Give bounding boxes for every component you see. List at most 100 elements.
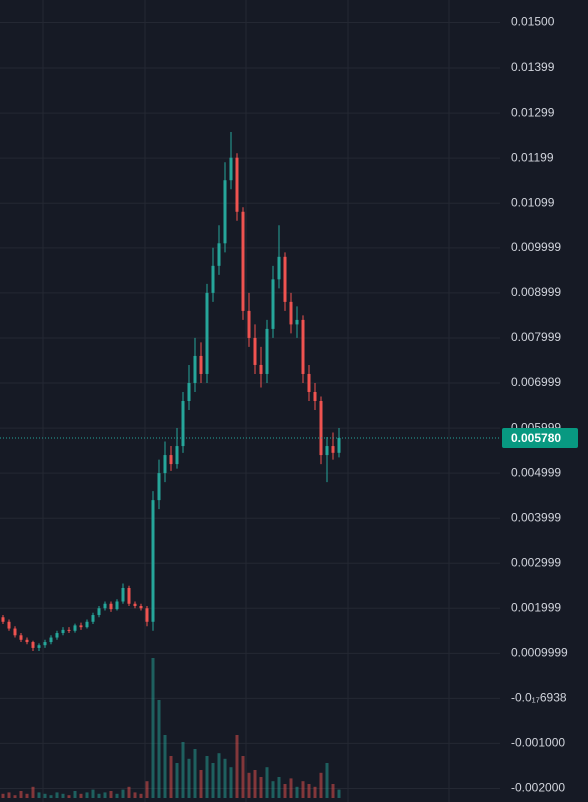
candle-body: [157, 473, 161, 501]
volume-bar: [241, 756, 245, 798]
volume-bar: [7, 792, 11, 798]
volume-bar: [73, 791, 77, 798]
y-tick-label: 0.006999: [511, 375, 561, 389]
volume-bar: [223, 758, 227, 798]
candle-body: [241, 211, 245, 311]
volume-bar: [49, 795, 53, 798]
volume-bar: [265, 767, 269, 798]
candle-body: [313, 391, 317, 401]
candle-body: [91, 615, 95, 622]
candle-body: [31, 642, 35, 648]
candle-body: [331, 446, 335, 453]
candle-body: [229, 157, 233, 181]
candle-body: [217, 243, 221, 266]
candle-body: [163, 455, 167, 474]
volume-bar: [13, 795, 17, 798]
volume-bar: [247, 772, 251, 798]
y-tick-label: 0.003999: [511, 510, 561, 524]
volume-bar: [283, 784, 287, 798]
candle-body: [139, 606, 143, 609]
volume-bar: [169, 756, 173, 798]
volume-bar: [235, 735, 239, 798]
candle-body: [205, 292, 209, 374]
volume-bar: [97, 793, 101, 798]
candle-body: [175, 446, 179, 465]
candle-body: [145, 608, 149, 622]
candle-body: [235, 157, 239, 212]
volume-bar: [1, 793, 5, 798]
volume-bar: [151, 658, 155, 798]
y-tick-label: -0.001000: [511, 736, 565, 750]
candle-body: [61, 629, 65, 634]
volume-bar: [319, 772, 323, 798]
last-price-label: 0.005780: [511, 431, 561, 445]
y-tick-label: 0.004999: [511, 465, 561, 479]
volume-bar: [85, 792, 89, 798]
volume-bar: [205, 756, 209, 798]
volume-bar: [289, 778, 293, 798]
candle-body: [151, 500, 155, 622]
volume-bar: [181, 742, 185, 798]
candle-body: [307, 373, 311, 392]
y-tick-label: -0.0₁₇6938: [511, 691, 567, 705]
candle-body: [19, 635, 23, 640]
y-tick-label: 0.01099: [511, 195, 555, 209]
candle-body: [67, 629, 71, 631]
candle-body: [187, 382, 191, 401]
volume-bar: [121, 789, 125, 798]
y-tick-label: 0.008999: [511, 285, 561, 299]
candle-body: [211, 265, 215, 293]
candle-body: [181, 401, 185, 447]
volume-bar: [61, 793, 65, 798]
candle-body: [37, 645, 41, 648]
volume-bar: [127, 786, 131, 798]
candle-body: [1, 617, 5, 622]
candle-body: [289, 301, 293, 325]
y-tick-label: 0.0009999: [511, 645, 568, 659]
volume-bar: [187, 758, 191, 798]
volume-bar: [331, 784, 335, 798]
candle-body: [223, 180, 227, 244]
volume-bar: [133, 792, 137, 798]
volume-bar: [103, 792, 107, 798]
candle-body: [121, 587, 125, 602]
candle-body: [271, 279, 275, 329]
candle-body: [13, 628, 17, 636]
candle-body: [277, 256, 281, 280]
candle-body: [79, 625, 83, 628]
candle-body: [43, 642, 47, 646]
candle-body: [295, 319, 299, 325]
candle-body: [49, 637, 53, 643]
volume-bar: [19, 791, 23, 798]
volume-bar: [277, 777, 281, 798]
candle-body: [127, 587, 131, 604]
y-tick-label: 0.01299: [511, 105, 555, 119]
y-tick-label: 0.007999: [511, 330, 561, 344]
candle-body: [103, 603, 107, 609]
volume-bar: [211, 763, 215, 798]
volume-bar: [139, 793, 143, 798]
candle-body: [97, 608, 101, 616]
y-tick-label: 0.002999: [511, 555, 561, 569]
volume-bar: [157, 700, 161, 798]
last-price-box: [502, 427, 578, 448]
volume-bar: [199, 770, 203, 798]
volume-bar: [67, 795, 71, 798]
volume-bar: [31, 786, 35, 798]
volume-bar: [145, 781, 149, 798]
volume-bar: [217, 753, 221, 798]
volume-bar: [175, 763, 179, 798]
volume-bar: [295, 786, 299, 798]
y-tick-label: 0.01399: [511, 60, 555, 74]
volume-bar: [37, 792, 41, 798]
candle-body: [133, 603, 137, 607]
candle-body: [193, 355, 197, 383]
volume-bar: [325, 763, 329, 798]
candle-body: [25, 639, 29, 643]
volume-bar: [307, 784, 311, 798]
y-tick-label: 0.01199: [511, 150, 554, 164]
y-tick-label: 0.01500: [511, 15, 555, 29]
candle-body: [109, 603, 113, 610]
